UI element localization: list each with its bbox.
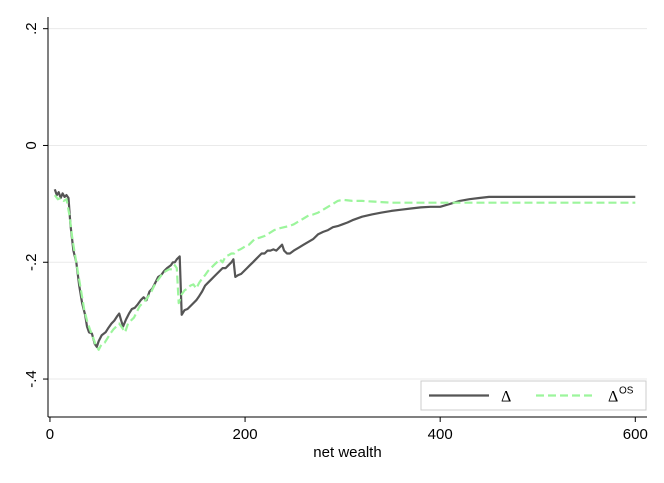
x-tick-label: 400 xyxy=(428,426,453,443)
y-tick-label: -.2 xyxy=(23,253,40,271)
axes: -.4 -.2 0 .2 0 200 400 600 net wealth xyxy=(23,17,648,461)
x-tick-label: 600 xyxy=(623,426,648,443)
x-axis-title: net wealth xyxy=(313,444,381,461)
series-line-1 xyxy=(53,194,636,351)
legend: Δ Δ OS xyxy=(420,380,647,411)
legend-superscript-1: OS xyxy=(619,386,634,397)
legend-label-1: Δ xyxy=(608,389,618,406)
y-tick-label: 0 xyxy=(23,141,40,149)
legend-label-0: Δ xyxy=(501,389,511,406)
y-tick-label: .2 xyxy=(23,22,40,35)
gridlines xyxy=(48,28,647,380)
x-tick-label: 200 xyxy=(233,426,258,443)
y-tick-label: -.4 xyxy=(23,370,40,388)
series-lines xyxy=(53,188,636,351)
series-line-0 xyxy=(53,188,636,348)
x-tick-label: 0 xyxy=(46,426,54,443)
